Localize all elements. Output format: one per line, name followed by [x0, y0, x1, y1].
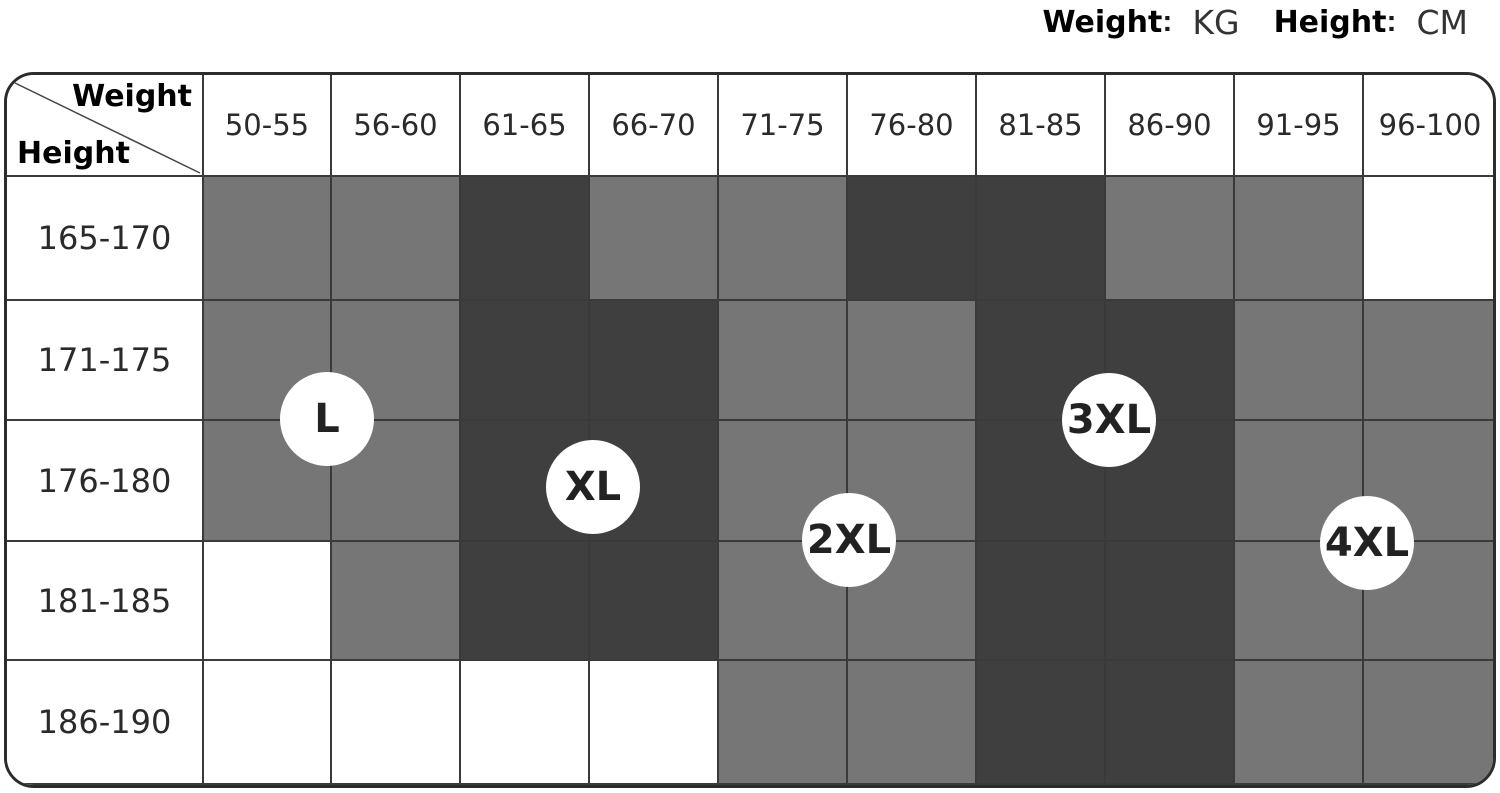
height-unit-label: Height — [1273, 4, 1387, 40]
size-cell-4xl — [1106, 177, 1235, 301]
height-row-header: 171-175 — [7, 301, 204, 421]
weight-column-header: 71-75 — [719, 75, 848, 177]
weight-unit-separator: : — [1162, 5, 1173, 38]
size-cell-empty — [590, 661, 719, 785]
size-cell-xl — [461, 177, 590, 301]
size-cell-4xl — [1235, 301, 1364, 421]
size-cell-2xl — [848, 661, 977, 785]
height-row-header: 176-180 — [7, 421, 204, 542]
size-cell-empty — [1364, 177, 1493, 301]
corner-diagonal-line — [14, 82, 201, 174]
weight-column-header: 61-65 — [461, 75, 590, 177]
weight-unit-value: KG — [1192, 2, 1240, 42]
height-row-header: 165-170 — [7, 177, 204, 301]
size-cell-empty — [204, 542, 332, 661]
corner-header-cell: Weight Height — [7, 75, 204, 177]
weight-column-header: 96-100 — [1364, 75, 1493, 177]
size-cell-empty — [332, 661, 461, 785]
size-badge-4xl: 4XL — [1320, 496, 1414, 590]
size-cell-3xl — [1106, 421, 1235, 542]
weight-column-header: 50-55 — [204, 75, 332, 177]
weight-column-header: 91-95 — [1235, 75, 1364, 177]
size-badge-3xl: 3XL — [1062, 373, 1156, 467]
weight-column-header: 76-80 — [848, 75, 977, 177]
size-cell-2xl — [719, 301, 848, 421]
weight-column-header: 56-60 — [332, 75, 461, 177]
size-cell-3xl — [977, 542, 1106, 661]
size-badge-2xl: 2XL — [802, 493, 896, 587]
weight-column-header: 86-90 — [1106, 75, 1235, 177]
height-row-header: 181-185 — [7, 542, 204, 661]
size-cell-empty — [204, 661, 332, 785]
size-cell-3xl — [1106, 661, 1235, 785]
corner-height-label: Height — [17, 136, 130, 171]
size-cell-l — [204, 177, 332, 301]
size-cell-4xl — [1364, 301, 1493, 421]
size-cell-3xl — [848, 177, 977, 301]
size-cell-3xl — [977, 177, 1106, 301]
size-cell-4xl — [1235, 177, 1364, 301]
size-cell-empty — [461, 661, 590, 785]
size-cell-3xl — [1106, 542, 1235, 661]
height-unit-separator: : — [1386, 5, 1397, 38]
size-cell-4xl — [1235, 661, 1364, 785]
size-cell-2xl — [590, 177, 719, 301]
weight-column-header: 66-70 — [590, 75, 719, 177]
weight-column-header: 81-85 — [977, 75, 1106, 177]
size-cell-xl — [461, 301, 590, 421]
size-cell-2xl — [719, 177, 848, 301]
size-cell-2xl — [719, 661, 848, 785]
size-cell-l — [332, 542, 461, 661]
weight-unit-label: Weight — [1042, 4, 1163, 40]
size-cell-l — [332, 177, 461, 301]
height-unit-value: CM — [1416, 2, 1468, 42]
size-badge-l: L — [280, 372, 374, 466]
height-row-header: 186-190 — [7, 661, 204, 785]
unit-legend: Weight : KG Height : CM — [1043, 0, 1468, 44]
corner-weight-label: Weight — [72, 79, 192, 114]
size-cell-xl — [590, 542, 719, 661]
size-cell-2xl — [848, 301, 977, 421]
size-cell-4xl — [1364, 661, 1493, 785]
size-cell-xl — [461, 542, 590, 661]
size-badge-xl: XL — [546, 440, 640, 534]
size-chart-table: Weight Height 50-55 56-60 61-65 66-70 71-75 7… — [4, 72, 1496, 788]
size-cell-3xl — [977, 661, 1106, 785]
size-cell-xl — [590, 301, 719, 421]
